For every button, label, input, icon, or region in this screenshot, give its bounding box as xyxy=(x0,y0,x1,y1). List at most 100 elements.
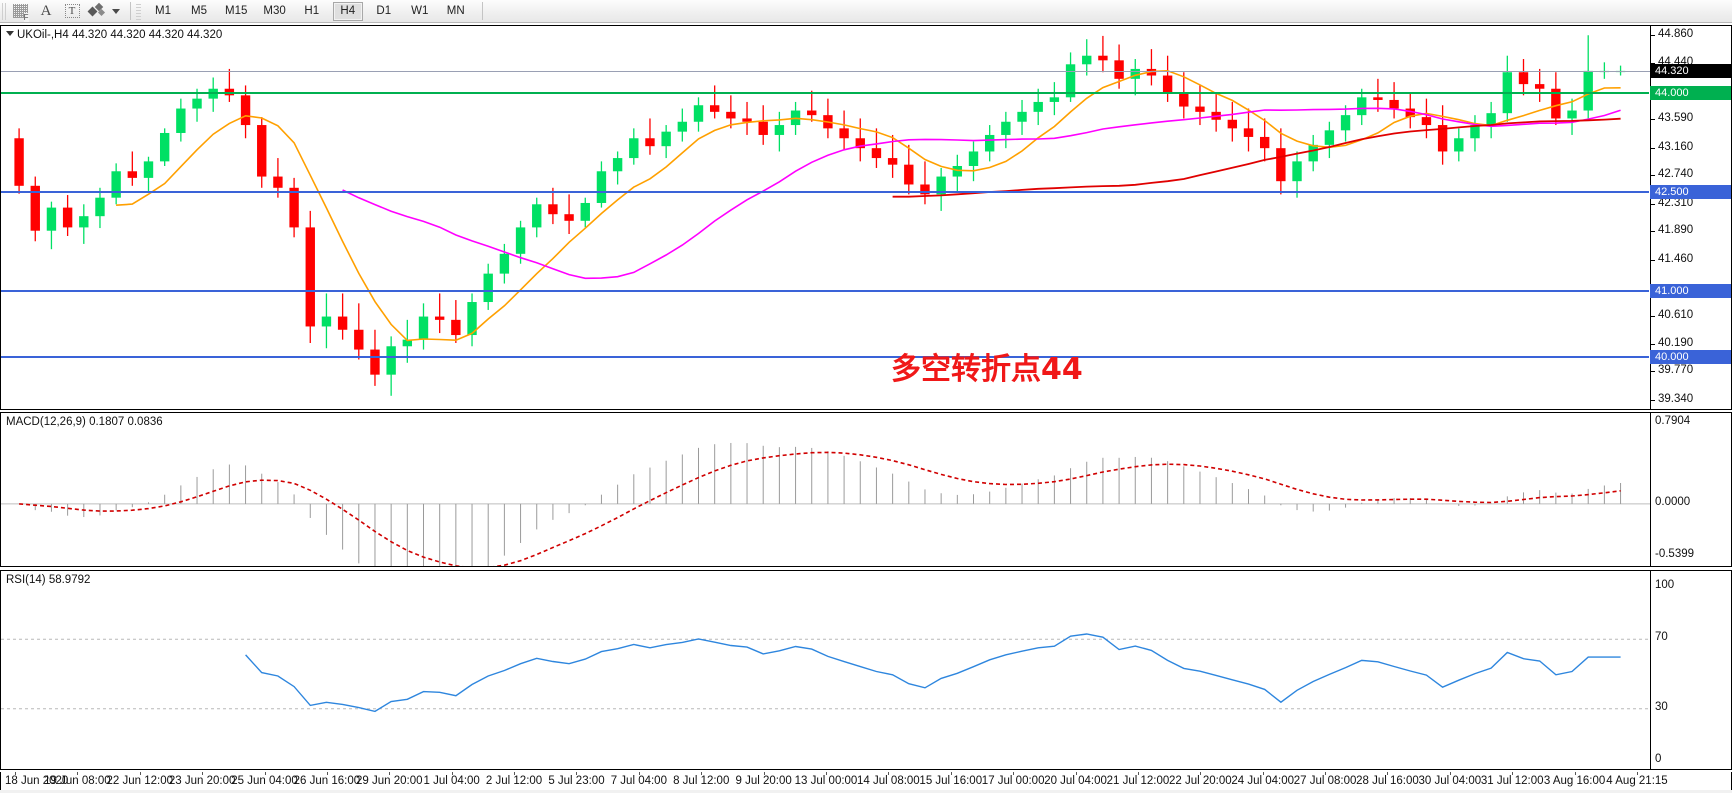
time-tick-label: 21 Jul 12:00 xyxy=(1106,775,1170,787)
time-tick-label: 9 Jul 20:00 xyxy=(735,775,792,787)
timeframe-m5[interactable]: M5 xyxy=(191,5,207,17)
timeframe-grip[interactable] xyxy=(136,2,141,20)
price-chart-panel[interactable]: 多空转折点44 44.860 44.440 43.590 43.160 42.740 42… xyxy=(0,25,1732,410)
time-tick-mark xyxy=(1637,772,1638,775)
timeframe-h4[interactable]: H4 xyxy=(332,1,363,21)
time-tick-label: 22 Jun 12:00 xyxy=(106,775,174,787)
level-price-tag-44.000: 44.000 xyxy=(1650,86,1731,101)
time-tick-label: 27 Jul 08:00 xyxy=(1293,775,1357,787)
time-tick-mark xyxy=(202,772,204,775)
time-tick-label: 22 Jul 20:00 xyxy=(1168,775,1232,787)
time-tick-mark xyxy=(1449,772,1451,775)
time-tick-label: 3 Aug 16:00 xyxy=(1543,775,1606,787)
level-line-42.500[interactable] xyxy=(1,190,1650,197)
time-tick-label: 18 Jun 2020 xyxy=(5,775,69,787)
time-tick-label: 7 Jul 04:00 xyxy=(610,775,667,787)
shapes-icon[interactable] xyxy=(85,1,111,22)
symbol-quote-label: UKOil-,H4 44.320 44.320 44.320 44.320 xyxy=(6,29,222,41)
window-bottom-strip xyxy=(0,790,1732,793)
time-tick-mark xyxy=(389,772,391,775)
crosshair-f-icon[interactable] xyxy=(7,1,33,22)
time-tick-mark xyxy=(139,772,141,775)
shapes-dropdown-caret-icon[interactable] xyxy=(112,8,120,14)
time-tick-label: 17 Jul 00:00 xyxy=(981,775,1045,787)
timeframe-m15[interactable]: M15 xyxy=(225,5,248,17)
time-tick-mark xyxy=(638,772,640,775)
time-tick-mark xyxy=(451,772,453,775)
time-tick-mark xyxy=(1574,772,1576,775)
time-tick-mark xyxy=(1013,772,1015,775)
timeframe-mn[interactable]: MN xyxy=(446,5,465,17)
chart-toolbar: A T M1 M5 M15 M30 H1 H4 D1 W1 MN xyxy=(0,0,1732,23)
chart-annotation-text: 多空转折点44 xyxy=(891,352,1083,387)
time-tick-label: 4 Aug 21:15 xyxy=(1606,775,1668,787)
time-tick-mark xyxy=(264,772,266,775)
time-tick-mark xyxy=(1137,772,1139,775)
time-tick-label: 23 Jun 20:00 xyxy=(168,775,236,787)
timeframe-bar: M1 M5 M15 M30 H1 H4 D1 W1 MN xyxy=(145,1,474,21)
time-tick-mark xyxy=(1387,772,1389,775)
time-tick-mark xyxy=(1075,772,1077,775)
time-axis[interactable]: 18 Jun 2020 19 Jun 08:00 22 Jun 12:00 23 Ju… xyxy=(0,772,1732,793)
time-tick-mark xyxy=(326,772,328,775)
level-line-44.000[interactable] xyxy=(1,91,1650,98)
rsi-label: RSI(14) 58.9792 xyxy=(6,574,91,586)
toolbar-end-separator xyxy=(481,2,483,20)
timeframe-m1[interactable]: M1 xyxy=(155,5,171,17)
time-tick-mark xyxy=(888,772,890,775)
time-tick-mark xyxy=(77,772,79,775)
text-label-icon[interactable]: A xyxy=(40,2,52,19)
time-tick-label: 14 Jul 08:00 xyxy=(857,775,920,787)
toolbar-separator xyxy=(130,2,131,20)
timeframe-d1[interactable]: D1 xyxy=(376,5,392,17)
time-tick-label: 30 Jul 04:00 xyxy=(1418,775,1482,787)
symbol-dropdown-icon[interactable] xyxy=(6,31,14,36)
time-tick-label: 2 Jul 12:00 xyxy=(485,775,543,787)
current-price-tag: 44.320 xyxy=(1650,63,1731,78)
level-price-tag-40.000: 40.000 xyxy=(1650,350,1731,365)
time-tick-mark xyxy=(15,772,16,775)
timeframe-h1[interactable]: H1 xyxy=(304,5,320,17)
time-tick-label: 20 Jul 04:00 xyxy=(1044,775,1107,787)
time-tick-mark xyxy=(514,772,516,775)
time-tick-label: 26 Jun 16:00 xyxy=(293,775,361,787)
level-price-tag-41.000: 41.000 xyxy=(1650,284,1731,299)
price-plot-area[interactable]: 多空转折点44 xyxy=(1,26,1650,409)
rsi-axis[interactable]: 100 70 30 0 xyxy=(1650,571,1731,769)
level-price-tag-42.500: 42.500 xyxy=(1650,185,1731,200)
rsi-indicator-panel[interactable]: 100 70 30 0 RSI(14) 58.9792 xyxy=(0,570,1732,770)
toolbar-grip[interactable] xyxy=(2,2,7,20)
timeframe-m30[interactable]: M30 xyxy=(263,5,286,17)
time-tick-label: 28 Jul 16:00 xyxy=(1356,775,1419,787)
text-box-icon[interactable]: T xyxy=(59,1,85,22)
time-tick-mark xyxy=(763,772,765,775)
level-line-40.000[interactable] xyxy=(1,355,1650,362)
time-tick-label: 8 Jul 12:00 xyxy=(673,775,730,787)
macd-plot-area[interactable] xyxy=(1,413,1650,566)
time-tick-label: 5 Jul 23:00 xyxy=(548,775,605,787)
time-tick-mark xyxy=(1262,772,1264,775)
time-tick-mark xyxy=(950,772,952,775)
time-tick-mark xyxy=(576,772,578,775)
time-tick-label: 19 Jun 08:00 xyxy=(44,775,111,787)
macd-axis[interactable]: 0.7904 0.0000 -0.5399 xyxy=(1650,413,1731,566)
time-tick-mark xyxy=(1200,772,1202,775)
current-price-line xyxy=(1,70,1650,72)
macd-indicator-panel[interactable]: 0.7904 0.0000 -0.5399 MACD(12,26,9) 0.1807… xyxy=(0,412,1732,567)
level-line-41.000[interactable] xyxy=(1,289,1650,296)
time-tick-label: 24 Jul 04:00 xyxy=(1231,775,1295,787)
symbol-quote-text: UKOil-,H4 44.320 44.320 44.320 44.320 xyxy=(17,29,223,41)
time-tick-mark xyxy=(1512,772,1514,775)
time-tick-mark xyxy=(1325,772,1327,775)
time-tick-label: 15 Jul 16:00 xyxy=(919,775,983,787)
time-tick-label: 1 Jul 04:00 xyxy=(423,775,480,787)
time-tick-mark xyxy=(701,772,703,775)
time-tick-label: 29 Jun 20:00 xyxy=(356,775,423,787)
rsi-plot-area[interactable] xyxy=(1,571,1650,769)
timeframe-w1[interactable]: W1 xyxy=(411,5,429,17)
time-tick-label: 31 Jul 12:00 xyxy=(1480,775,1544,787)
time-tick-mark xyxy=(826,772,827,775)
time-tick-label: 13 Jul 00:00 xyxy=(794,775,858,787)
macd-label: MACD(12,26,9) 0.1807 0.0836 xyxy=(6,416,163,428)
